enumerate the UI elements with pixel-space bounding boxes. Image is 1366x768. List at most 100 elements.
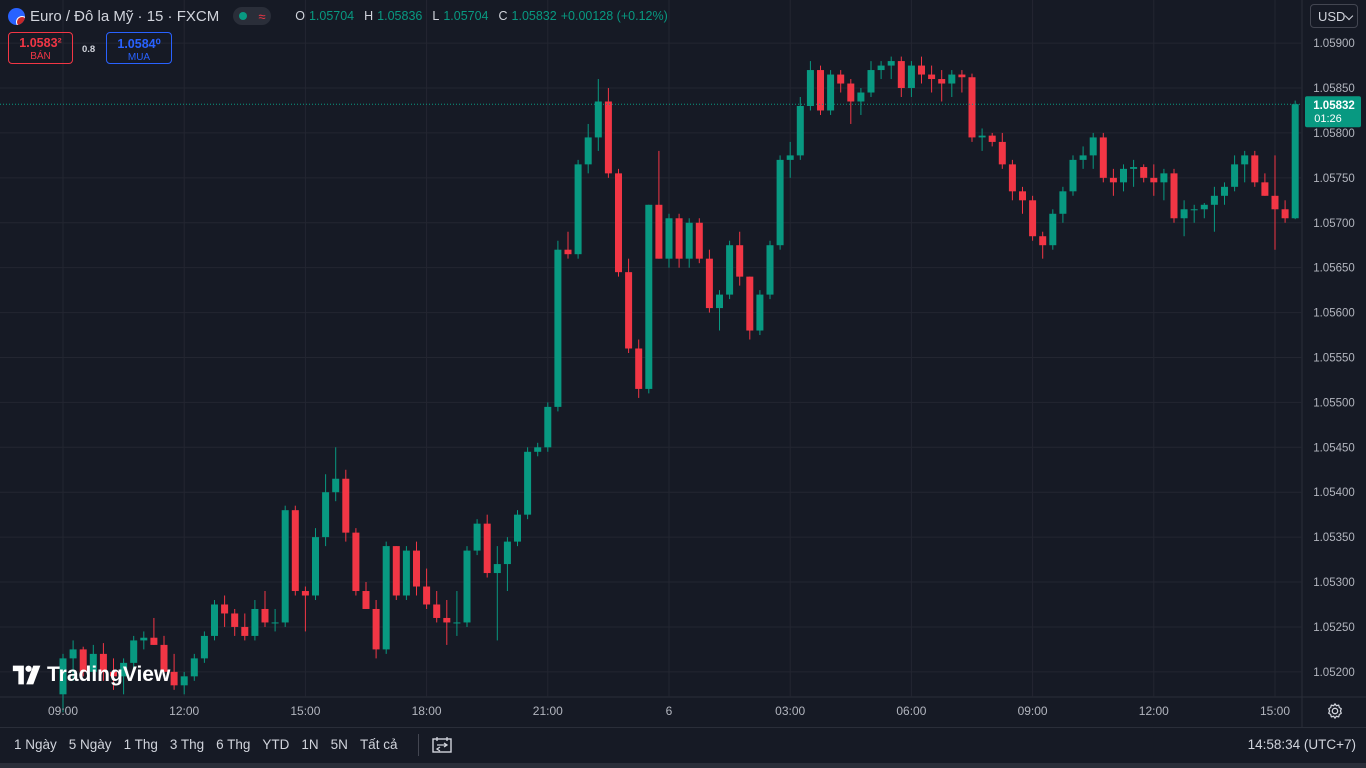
- clock-timezone[interactable]: 14:58:34 (UTC+7): [1247, 737, 1356, 752]
- candle: [645, 204, 653, 394]
- candle-body: [1241, 155, 1249, 165]
- price-tick-label: 1.05350: [1313, 532, 1355, 544]
- candle-body: [988, 135, 996, 142]
- sell-button[interactable]: 1.0583² BÁN: [8, 32, 73, 64]
- candle: [1109, 168, 1117, 196]
- candle-body: [564, 249, 572, 255]
- candle: [170, 653, 178, 690]
- candle-body: [312, 537, 319, 596]
- candle: [180, 671, 188, 695]
- candle-body: [291, 510, 299, 592]
- candle: [221, 595, 229, 627]
- ohlc-key: C: [498, 9, 508, 23]
- candle: [796, 97, 804, 160]
- range-button-all[interactable]: Tất cả: [359, 737, 398, 752]
- price-tick-label: 1.05650: [1313, 263, 1355, 275]
- candle-body: [928, 74, 936, 80]
- candle-body: [625, 272, 633, 349]
- candle: [1029, 195, 1037, 241]
- candle: [958, 70, 966, 93]
- candle-body: [635, 348, 643, 389]
- candle-body: [110, 671, 117, 677]
- candle: [1099, 132, 1107, 183]
- candle: [1039, 231, 1047, 259]
- candle-body: [413, 550, 420, 587]
- market-open-dot-icon: [238, 12, 247, 20]
- candle: [625, 258, 633, 353]
- candle: [322, 474, 330, 547]
- candle-body: [857, 92, 865, 102]
- footer-strip: [0, 763, 1366, 768]
- symbol-title[interactable]: Euro / Đô la Mỹ · 15 · FXCM: [30, 7, 220, 25]
- candle-body: [1150, 177, 1158, 183]
- spread-value: 0.8: [82, 44, 96, 55]
- candle: [524, 447, 532, 520]
- range-button-ytd[interactable]: YTD: [262, 737, 290, 752]
- price-tick-label: 1.05200: [1313, 667, 1355, 679]
- candle-body: [1008, 164, 1016, 192]
- candle-body: [1120, 168, 1127, 183]
- candle: [554, 240, 562, 412]
- range-button-1m[interactable]: 1 Thg: [123, 737, 158, 752]
- candle-body: [584, 137, 592, 165]
- candle: [1251, 150, 1259, 187]
- candle-body: [998, 141, 1006, 165]
- candle: [99, 643, 107, 681]
- time-axis: 09:00 12:00 15:00 18:00 21:00 6 03:00 06:00 09:0…: [48, 704, 1290, 718]
- sell-label: BÁN: [30, 51, 51, 62]
- range-button-5d[interactable]: 5 Ngày: [68, 737, 112, 752]
- candle-body: [251, 608, 259, 636]
- ohlc-key: H: [364, 9, 374, 23]
- range-button-1y[interactable]: 1N: [301, 737, 319, 752]
- candle: [1281, 200, 1289, 223]
- candle: [362, 582, 370, 609]
- time-tick-label: 15:00: [290, 704, 320, 718]
- candle-body: [1190, 209, 1198, 211]
- candle-body: [938, 79, 946, 84]
- candle: [271, 608, 279, 632]
- toolbar-divider: [418, 734, 419, 756]
- candle-body: [69, 649, 77, 659]
- price-tick-label: 1.05800: [1313, 128, 1355, 140]
- candle: [1231, 155, 1239, 192]
- range-button-6m[interactable]: 6 Thg: [216, 737, 251, 752]
- range-button-1d[interactable]: 1 Ngày: [14, 737, 57, 752]
- range-button-5y[interactable]: 5N: [330, 737, 348, 752]
- currency-select[interactable]: USD: [1310, 4, 1358, 28]
- candle: [413, 541, 420, 596]
- candle: [1271, 155, 1279, 250]
- candle: [423, 568, 431, 609]
- date-range-icon[interactable]: [431, 736, 453, 754]
- candle: [1140, 164, 1148, 183]
- candle-body: [372, 608, 380, 650]
- candle-body: [655, 204, 663, 259]
- candle: [312, 528, 319, 600]
- buy-button[interactable]: 1.0584⁰ MUA: [106, 32, 172, 64]
- market-status-pill[interactable]: ≈: [233, 7, 272, 25]
- candle: [291, 505, 299, 596]
- candle: [160, 635, 168, 677]
- candle-body: [493, 564, 501, 574]
- candle-body: [877, 65, 885, 71]
- candle-body: [867, 70, 875, 93]
- candle: [604, 88, 612, 178]
- symbol-header: Euro / Đô la Mỹ · 15 · FXCM ≈ O 1.05704 H…: [8, 5, 668, 27]
- time-tick-label: 03:00: [775, 704, 805, 718]
- buy-price: 1.0584⁰: [117, 37, 161, 51]
- candle: [615, 168, 622, 277]
- candle: [938, 70, 946, 102]
- candle: [352, 528, 360, 596]
- ohlc-legend: O 1.05704 H 1.05836 L 1.05704 C 1.05832 +0.0…: [289, 9, 668, 23]
- gear-icon[interactable]: [1326, 702, 1344, 720]
- range-button-3m[interactable]: 3 Thg: [169, 737, 205, 752]
- candle-body: [887, 61, 895, 66]
- candle-body: [534, 447, 542, 452]
- candle: [1221, 182, 1228, 205]
- candle-body: [443, 617, 451, 623]
- candle: [120, 658, 128, 695]
- candle-body: [79, 649, 87, 672]
- candle-body: [524, 451, 532, 515]
- candle-body: [1079, 155, 1087, 160]
- tradingview-logo[interactable]: TradingView: [11, 663, 170, 687]
